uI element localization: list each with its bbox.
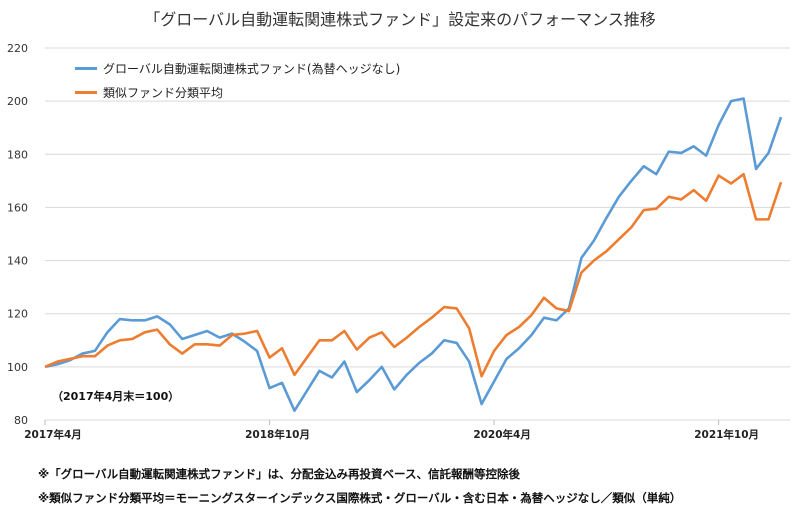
series-line-fund: [44, 97, 783, 413]
y-tick-label: 180: [7, 148, 28, 161]
chart-title: 「グローバル自動運転関連株式ファンド」設定来のパフォーマンス推移: [144, 10, 656, 29]
y-tick-label: 200: [7, 95, 28, 108]
legend-label-fund: グローバル自動運転関連株式ファンド(為替ヘッジなし): [103, 62, 401, 76]
y-tick-label: 220: [7, 42, 28, 55]
y-tick-label: 160: [7, 201, 28, 214]
x-tick-label: 2018年10月: [245, 428, 310, 441]
legend-item-fund: グローバル自動運転関連株式ファンド(為替ヘッジなし): [75, 60, 400, 77]
x-tick-label: 2021年10月: [694, 428, 759, 441]
x-tick-label: 2017年4月: [24, 428, 82, 441]
series-line-peer-average: [44, 172, 783, 378]
footnote-2: ※類似ファンド分類平均＝モーニングスターインデックス国際株式・グローバル・含む日…: [38, 491, 682, 505]
footnote-1: ※「グローバル自動運転関連株式ファンド」は、分配金込み再投資ベース、信託報酬等控…: [38, 467, 520, 481]
legend-item-peer: 類似ファンド分類平均: [75, 84, 223, 101]
y-tick-label: 120: [7, 308, 28, 321]
legend-swatch-peer: [75, 91, 97, 94]
x-tick-label: 2020年4月: [473, 428, 531, 441]
y-tick-label: 140: [7, 255, 28, 268]
legend-swatch-fund: [75, 67, 97, 70]
base-annotation: （2017年4月末＝100）: [52, 390, 180, 403]
y-tick-label: 80: [14, 414, 28, 427]
y-tick-label: 100: [7, 361, 28, 374]
legend-label-peer: 類似ファンド分類平均: [103, 86, 224, 100]
